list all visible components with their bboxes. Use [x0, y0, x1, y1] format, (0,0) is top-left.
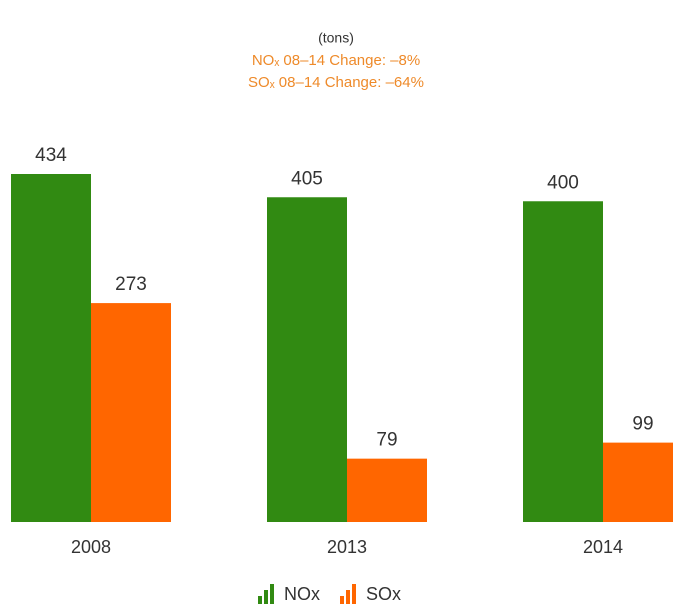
legend-icon [258, 596, 262, 604]
legend-item: NOx [258, 584, 320, 604]
data-label: 273 [115, 274, 147, 295]
data-label: 434 [35, 145, 67, 166]
legend-icon [346, 590, 350, 604]
x-tick-label: 2008 [71, 537, 111, 557]
legend-icon [270, 584, 274, 604]
bar [11, 174, 91, 522]
bar [267, 197, 347, 522]
data-label: 99 [632, 414, 653, 435]
bar [91, 303, 171, 522]
legend-label: SOx [366, 584, 401, 604]
data-label: 405 [291, 168, 323, 189]
legend-icon [340, 596, 344, 604]
legend-label: NOx [284, 584, 320, 604]
bar [603, 442, 673, 522]
bar [347, 458, 427, 522]
legend-icon [352, 584, 356, 604]
annotation: NOₓ 08–14 Change: –8% [252, 52, 420, 69]
x-tick-label: 2014 [583, 537, 623, 557]
legend-icon [264, 590, 268, 604]
x-tick-label: 2013 [327, 537, 367, 557]
annotation: SOₓ 08–14 Change: –64% [248, 74, 424, 91]
chart-subtitle: (tons) [318, 30, 354, 46]
bar [523, 201, 603, 522]
legend-item: SOx [340, 584, 401, 604]
data-label: 400 [547, 172, 579, 193]
data-label: 79 [376, 430, 397, 451]
